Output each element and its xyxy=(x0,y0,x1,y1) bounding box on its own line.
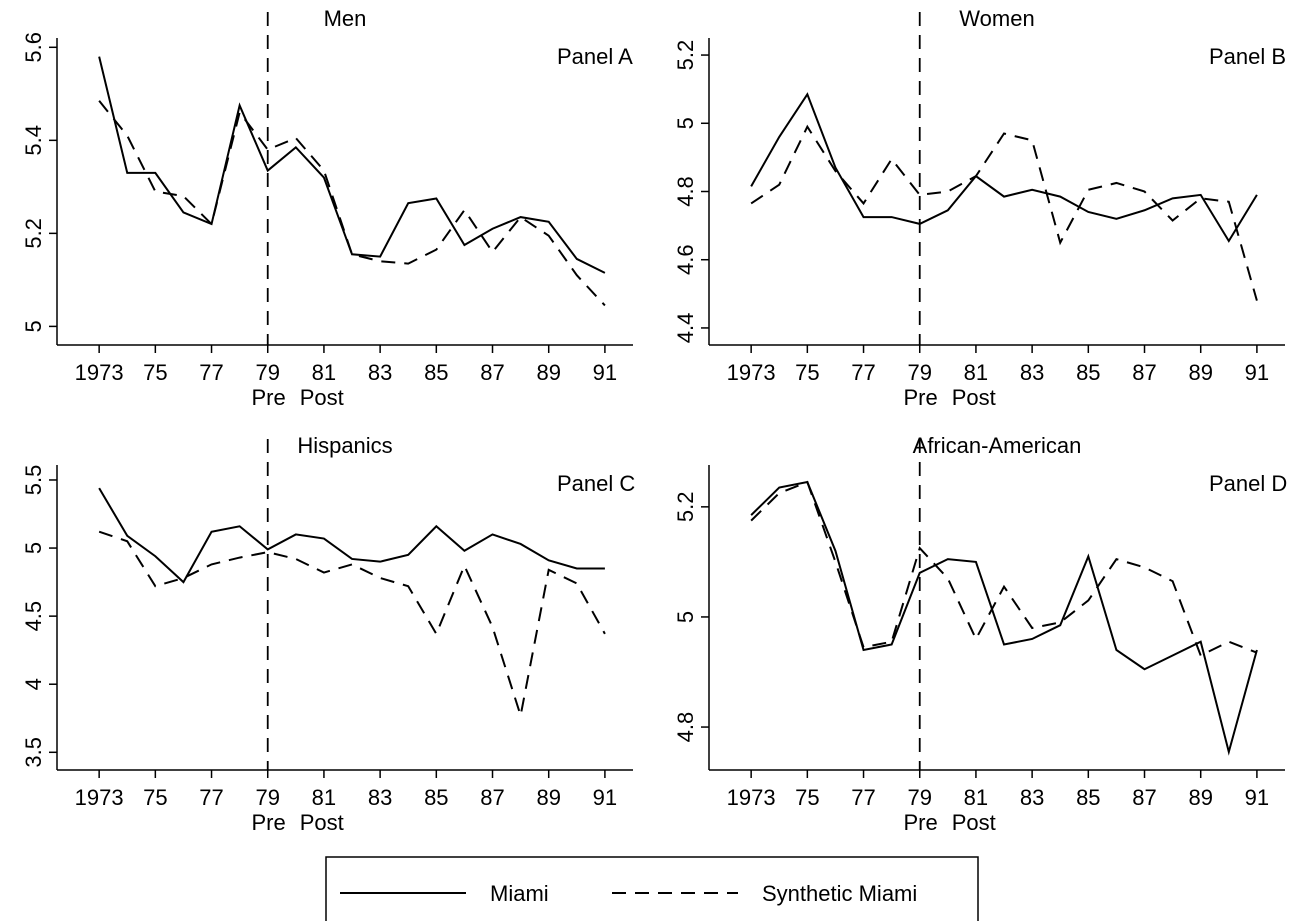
period-label: Pre xyxy=(251,385,285,410)
y-tick-label: 5.5 xyxy=(21,465,46,496)
x-tick-label: 83 xyxy=(1020,785,1044,810)
panel-label: Panel B xyxy=(1209,44,1286,69)
y-tick-label: 5 xyxy=(673,611,698,623)
series-line xyxy=(750,92,1258,243)
y-tick-label: 4.6 xyxy=(673,244,698,275)
x-tick-label: 81 xyxy=(964,360,988,385)
x-tick-label: 75 xyxy=(795,360,819,385)
x-tick-label: 87 xyxy=(480,360,504,385)
y-tick-label: 4.4 xyxy=(673,313,698,344)
x-tick-label: 79 xyxy=(255,360,279,385)
legend-label: Synthetic Miami xyxy=(762,881,917,906)
x-tick-label: 87 xyxy=(1132,785,1156,810)
x-tick-label: 79 xyxy=(907,360,931,385)
period-label: Post xyxy=(952,385,996,410)
y-tick-label: 5.2 xyxy=(21,218,46,249)
x-tick-label: 85 xyxy=(1076,360,1100,385)
x-tick-label: 75 xyxy=(143,785,167,810)
x-tick-label: 81 xyxy=(312,360,336,385)
period-label: Post xyxy=(300,810,344,835)
x-tick-label: 91 xyxy=(1245,785,1269,810)
panel-label: Panel D xyxy=(1209,471,1287,496)
x-tick-label: 77 xyxy=(199,360,223,385)
y-tick-label: 5.2 xyxy=(673,40,698,71)
x-tick-label: 85 xyxy=(424,785,448,810)
x-tick-label: 75 xyxy=(795,785,819,810)
x-tick-label: 89 xyxy=(1188,360,1212,385)
x-tick-label: 89 xyxy=(536,785,560,810)
x-tick-label: 87 xyxy=(1132,360,1156,385)
legend-label: Miami xyxy=(490,881,549,906)
x-tick-label: 1973 xyxy=(75,785,124,810)
x-tick-label: 77 xyxy=(851,785,875,810)
x-tick-label: 87 xyxy=(480,785,504,810)
y-tick-label: 4.5 xyxy=(21,601,46,632)
series-line xyxy=(98,100,606,307)
x-tick-label: 89 xyxy=(536,360,560,385)
x-tick-label: 85 xyxy=(1076,785,1100,810)
x-tick-label: 83 xyxy=(1020,360,1044,385)
legend-box xyxy=(325,856,979,921)
panel-title: Women xyxy=(959,6,1034,31)
x-tick-label: 77 xyxy=(199,785,223,810)
series-line xyxy=(98,56,606,274)
y-tick-label: 5.6 xyxy=(21,32,46,63)
x-tick-label: 1973 xyxy=(727,785,776,810)
x-tick-label: 75 xyxy=(143,360,167,385)
y-tick-label: 5 xyxy=(673,117,698,129)
x-tick-label: 91 xyxy=(593,360,617,385)
x-tick-label: 77 xyxy=(851,360,875,385)
y-tick-label: 4 xyxy=(21,678,46,690)
x-tick-label: 1973 xyxy=(75,360,124,385)
x-tick-label: 1973 xyxy=(727,360,776,385)
panel-title: Men xyxy=(324,6,367,31)
series-line xyxy=(750,480,1258,657)
period-label: Pre xyxy=(903,385,937,410)
period-label: Pre xyxy=(903,810,937,835)
x-tick-label: 81 xyxy=(964,785,988,810)
y-tick-label: 4.8 xyxy=(673,712,698,743)
x-tick-label: 83 xyxy=(368,360,392,385)
panel-label: Panel C xyxy=(557,471,635,496)
panel-title: Hispanics xyxy=(297,433,392,458)
period-label: Pre xyxy=(251,810,285,835)
panel-label: Panel A xyxy=(557,44,633,69)
x-tick-label: 91 xyxy=(1245,360,1269,385)
period-label: Post xyxy=(300,385,344,410)
y-tick-label: 3.5 xyxy=(21,737,46,768)
series-line xyxy=(750,480,1258,756)
x-tick-label: 85 xyxy=(424,360,448,385)
y-tick-label: 4.8 xyxy=(673,176,698,207)
x-tick-label: 91 xyxy=(593,785,617,810)
x-tick-label: 79 xyxy=(907,785,931,810)
x-tick-label: 83 xyxy=(368,785,392,810)
series-line xyxy=(98,487,605,584)
y-tick-label: 5.2 xyxy=(673,492,698,523)
period-label: Post xyxy=(952,810,996,835)
y-tick-label: 5 xyxy=(21,320,46,332)
x-tick-label: 89 xyxy=(1188,785,1212,810)
x-tick-label: 79 xyxy=(255,785,279,810)
y-tick-label: 5 xyxy=(21,542,46,554)
panel-title: African-American xyxy=(913,433,1082,458)
series-line xyxy=(750,124,1258,301)
x-tick-label: 81 xyxy=(312,785,336,810)
y-tick-label: 5.4 xyxy=(21,125,46,156)
